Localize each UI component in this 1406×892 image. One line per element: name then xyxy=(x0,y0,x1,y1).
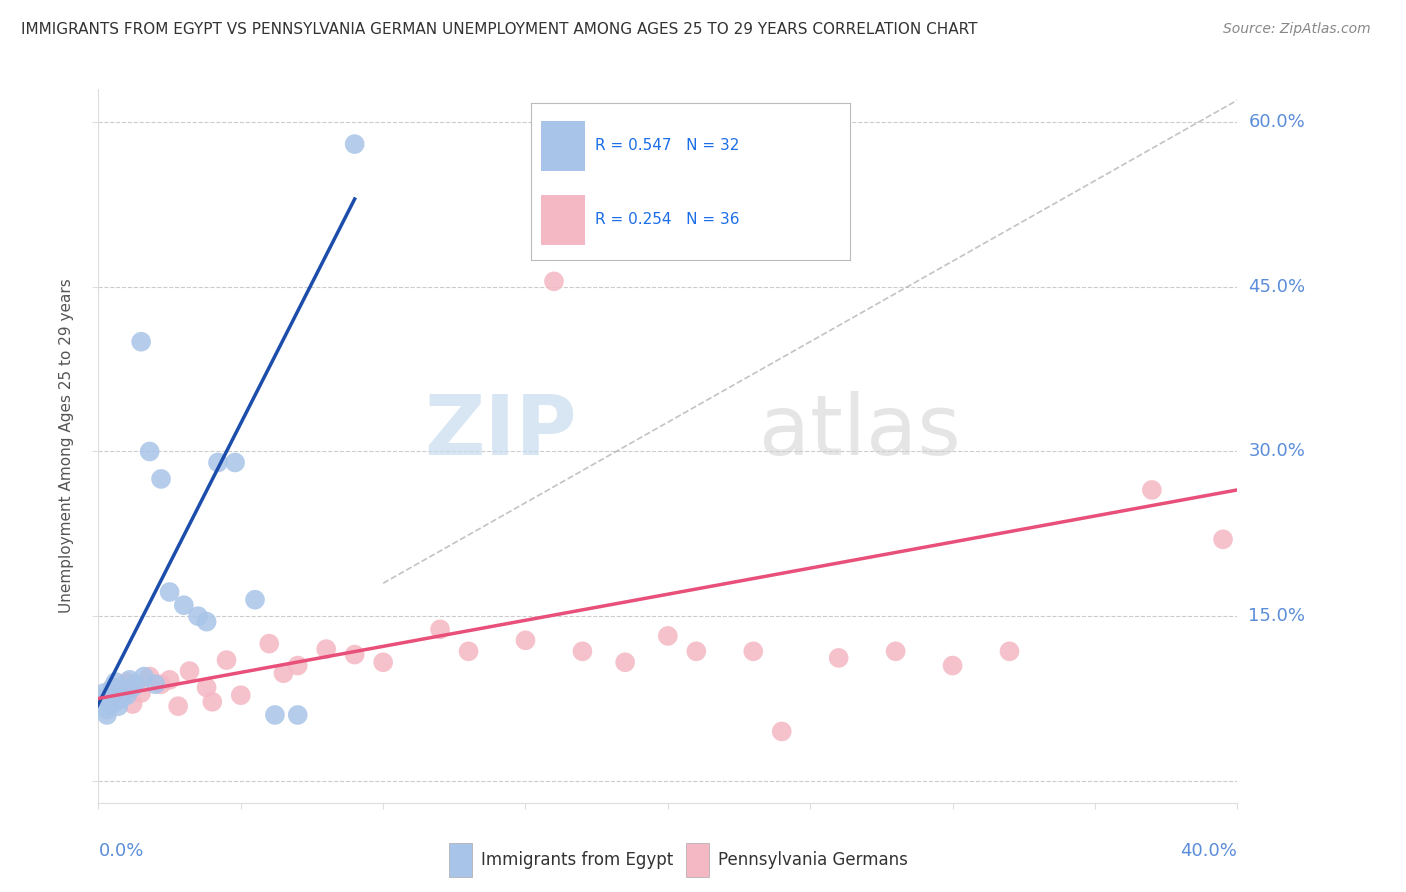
Point xyxy=(515,633,537,648)
Point xyxy=(243,592,266,607)
Point xyxy=(90,691,112,706)
Point xyxy=(96,702,118,716)
Point xyxy=(207,455,229,469)
Point xyxy=(273,666,295,681)
Point xyxy=(118,673,141,687)
Point xyxy=(224,455,246,469)
Point xyxy=(98,697,121,711)
Text: Source: ZipAtlas.com: Source: ZipAtlas.com xyxy=(1223,22,1371,37)
Point xyxy=(115,688,138,702)
Point xyxy=(229,688,252,702)
Text: 60.0%: 60.0% xyxy=(1249,113,1305,131)
Point xyxy=(138,669,160,683)
Text: ZIP: ZIP xyxy=(425,392,576,472)
Point xyxy=(107,699,129,714)
Text: 0.0%: 0.0% xyxy=(98,842,143,860)
Point xyxy=(429,623,451,637)
Point xyxy=(124,677,146,691)
Point xyxy=(179,664,201,678)
Point xyxy=(571,644,593,658)
Point xyxy=(112,683,135,698)
Text: 15.0%: 15.0% xyxy=(1249,607,1305,625)
Point xyxy=(115,675,138,690)
Point xyxy=(110,691,132,706)
Point xyxy=(343,648,366,662)
Point xyxy=(287,658,309,673)
Point xyxy=(1140,483,1163,497)
Y-axis label: Unemployment Among Ages 25 to 29 years: Unemployment Among Ages 25 to 29 years xyxy=(59,278,75,614)
Point xyxy=(145,677,167,691)
Point xyxy=(110,691,132,706)
Text: 45.0%: 45.0% xyxy=(1249,277,1306,296)
Point xyxy=(159,673,181,687)
Point xyxy=(657,629,679,643)
Text: 40.0%: 40.0% xyxy=(1181,842,1237,860)
Point xyxy=(457,644,479,658)
Point xyxy=(167,699,190,714)
Point xyxy=(101,681,124,695)
Point xyxy=(98,691,121,706)
Point xyxy=(173,598,195,612)
Point xyxy=(129,334,152,349)
Point xyxy=(121,681,143,695)
Point xyxy=(828,651,851,665)
Point xyxy=(343,137,366,152)
Point xyxy=(201,695,224,709)
Point xyxy=(159,585,181,599)
Text: atlas: atlas xyxy=(759,392,960,472)
Point xyxy=(685,644,707,658)
Point xyxy=(742,644,765,658)
Point xyxy=(373,655,395,669)
Point xyxy=(884,644,907,658)
Point xyxy=(770,724,793,739)
Point xyxy=(195,681,218,695)
Point xyxy=(132,669,155,683)
Point xyxy=(195,615,218,629)
Point xyxy=(259,637,281,651)
Point xyxy=(93,686,115,700)
Point xyxy=(121,697,143,711)
Point xyxy=(101,681,124,695)
Point xyxy=(287,708,309,723)
Point xyxy=(104,695,127,709)
Point xyxy=(998,644,1021,658)
Point xyxy=(150,677,173,691)
Point xyxy=(543,274,565,288)
Point xyxy=(215,653,238,667)
Point xyxy=(264,708,287,723)
Point xyxy=(187,609,209,624)
Point xyxy=(1212,533,1234,547)
Point xyxy=(101,688,124,702)
Text: IMMIGRANTS FROM EGYPT VS PENNSYLVANIA GERMAN UNEMPLOYMENT AMONG AGES 25 TO 29 YE: IMMIGRANTS FROM EGYPT VS PENNSYLVANIA GE… xyxy=(21,22,977,37)
Point xyxy=(129,686,152,700)
Text: 30.0%: 30.0% xyxy=(1249,442,1305,460)
Point xyxy=(315,642,337,657)
Point xyxy=(138,444,160,458)
Point xyxy=(150,472,173,486)
Point xyxy=(614,655,637,669)
Point xyxy=(104,675,127,690)
Point xyxy=(942,658,965,673)
Point xyxy=(96,708,118,723)
